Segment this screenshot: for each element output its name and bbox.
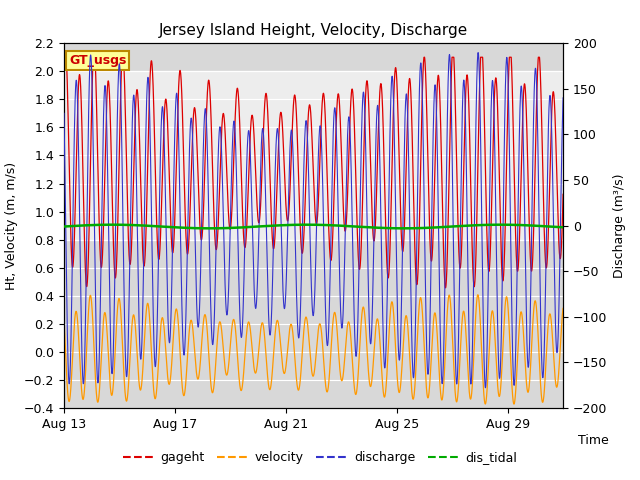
Y-axis label: Discharge (m³/s): Discharge (m³/s) [613, 173, 626, 278]
X-axis label: Time: Time [578, 433, 609, 446]
Y-axis label: Ht, Velocity (m, m/s): Ht, Velocity (m, m/s) [5, 162, 19, 289]
Text: GT_usgs: GT_usgs [69, 54, 126, 67]
Bar [64, 71, 563, 240]
Legend: gageht, velocity, discharge, dis_tidal: gageht, velocity, discharge, dis_tidal [118, 446, 522, 469]
Title: Jersey Island Height, Velocity, Discharge: Jersey Island Height, Velocity, Discharg… [159, 23, 468, 38]
